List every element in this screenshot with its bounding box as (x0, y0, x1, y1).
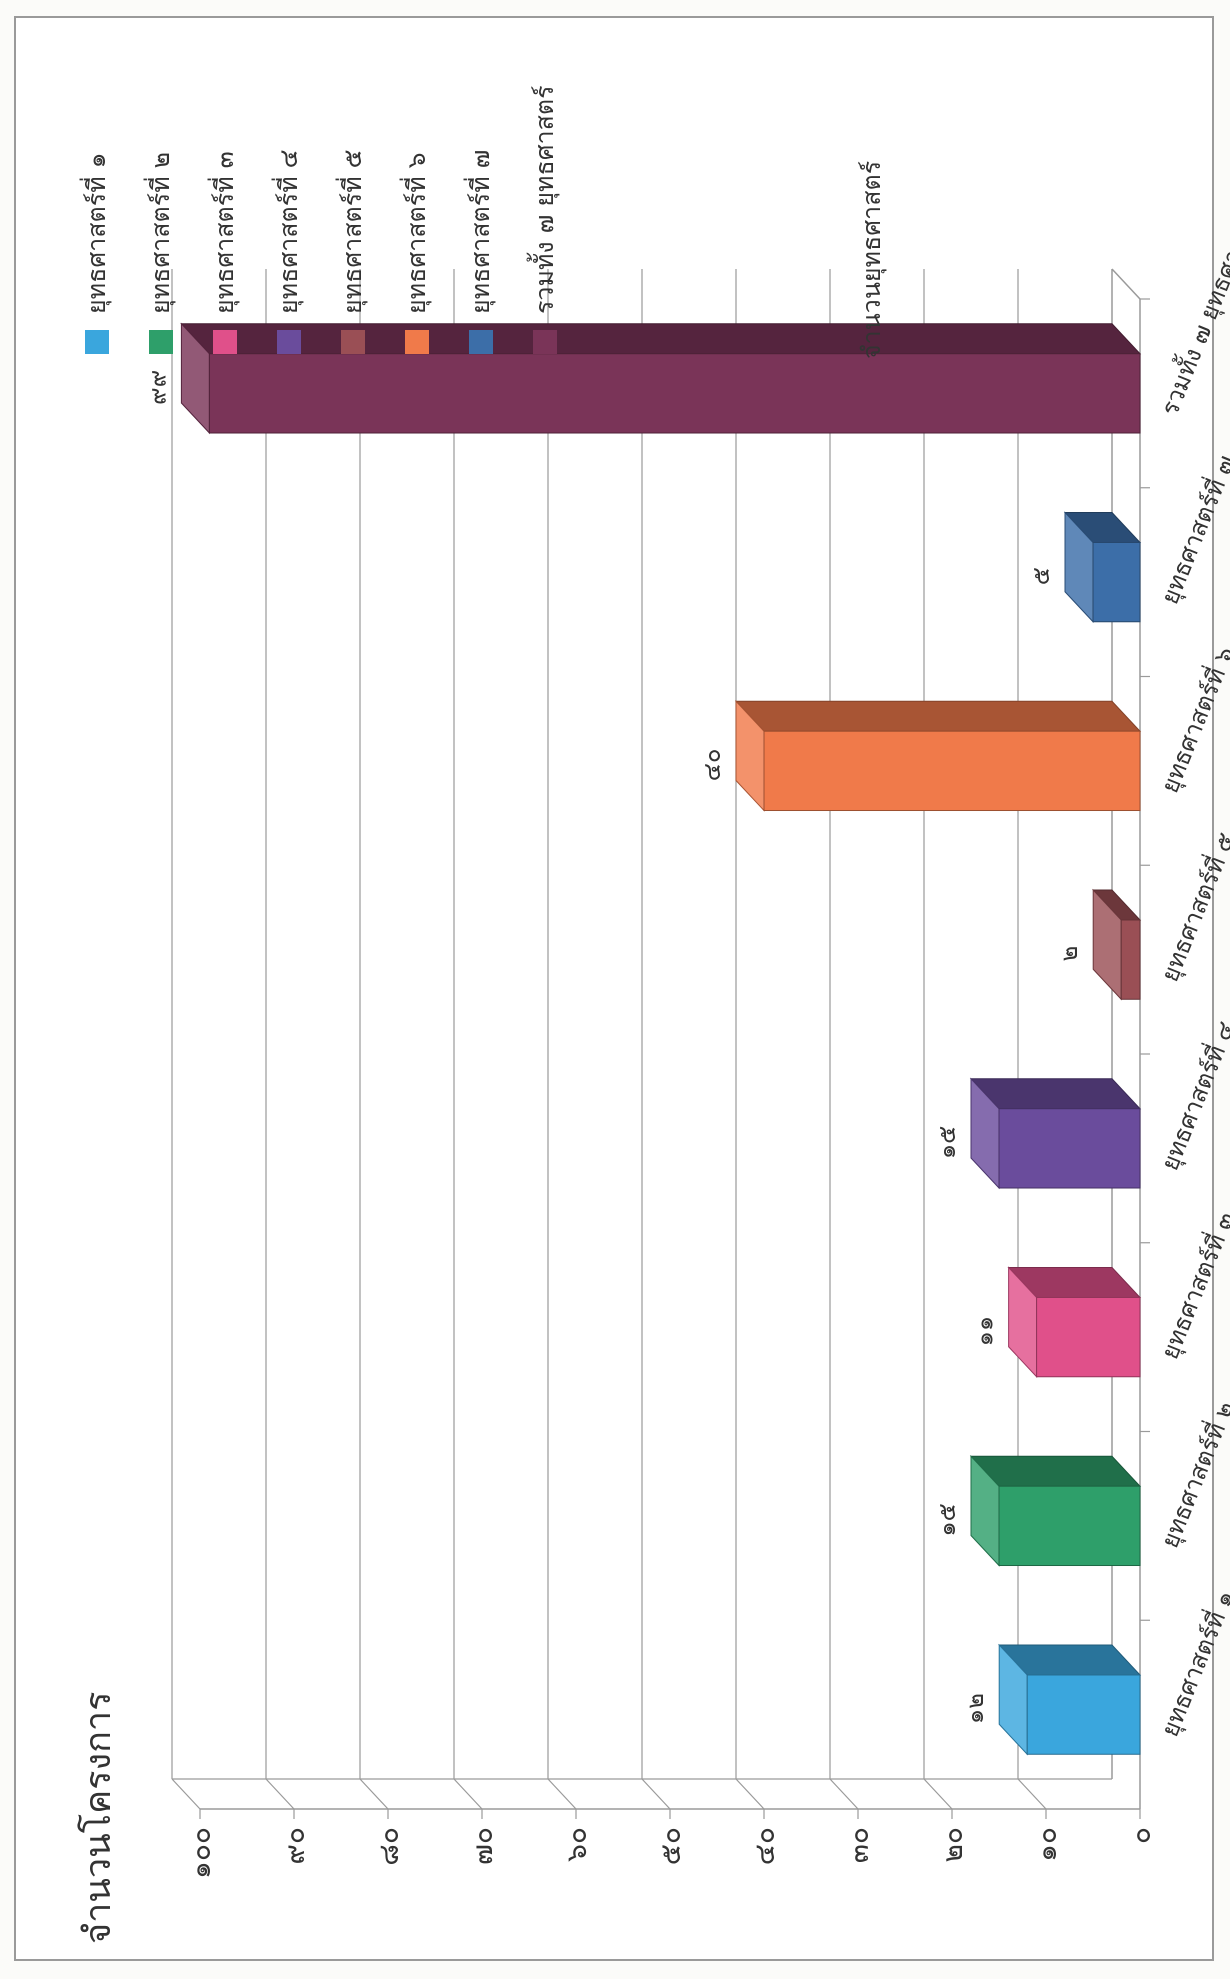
gridline-side (171, 1778, 201, 1810)
y-tick-label: ๗๐ (466, 1827, 499, 1865)
gridline-side (359, 1778, 389, 1810)
bar (1063, 511, 1142, 624)
y-tick-label: ๑๐ (1030, 1827, 1063, 1862)
bar (1092, 888, 1142, 1001)
bar (969, 1454, 1142, 1567)
bar-front (998, 1108, 1141, 1189)
gridline-side (829, 1778, 859, 1810)
legend-swatch (341, 330, 365, 354)
y-tick-label: ๙๐ (278, 1827, 311, 1865)
legend-label: ยุทธศาสตร์ที่ ๕ (335, 149, 368, 314)
category-label: ยุทธศาสตร์ที่ ๔ (1153, 1016, 1230, 1174)
y-tick-label: ๘๐ (372, 1827, 405, 1866)
bar-front (1026, 1674, 1141, 1755)
bar (734, 699, 1142, 812)
bar (1007, 1266, 1142, 1379)
data-label: ๙๙ (143, 370, 171, 405)
legend-swatch (213, 330, 237, 354)
category-label: ยุทธศาสตร์ที่ ๑ (1153, 1585, 1230, 1741)
gridline-side (1017, 1778, 1047, 1810)
category-label: ยุทธศาสตร์ที่ ๗ (1153, 450, 1230, 608)
y-tick-label: ๕๐ (654, 1827, 687, 1865)
data-label: ๒ (1055, 946, 1083, 962)
data-label: ๑๕ (933, 1126, 961, 1159)
data-label: ๑๒ (961, 1693, 989, 1724)
bar-front (998, 1485, 1141, 1567)
gridline-side (923, 1778, 953, 1810)
category-label: รวมทั้ง ๗ ยุทธศาสตร์ (1152, 204, 1230, 420)
bar (998, 1643, 1142, 1756)
legend-label: ยุทธศาสตร์ที่ ๑ (79, 152, 112, 314)
bar-front (208, 353, 1141, 434)
bar-side (734, 700, 1142, 732)
bar-front (1092, 541, 1141, 623)
gridline-side (735, 1778, 765, 1810)
legend-label: ยุทธศาสตร์ที่ ๒ (143, 152, 176, 314)
legend-swatch (405, 330, 429, 354)
bar-side (180, 323, 1142, 355)
legend-title: จำนวนยุทธศาสตร์ (857, 161, 887, 359)
data-label: ๕ (1027, 567, 1055, 585)
legend-swatch (85, 330, 109, 354)
data-label: ๔๐ (698, 748, 726, 781)
legend-swatch (533, 330, 557, 354)
category-label: ยุทธศาสตร์ที่ ๕ (1153, 828, 1230, 986)
y-tick-label: ๔๐ (748, 1827, 781, 1865)
y-tick-label: ๒๐ (936, 1827, 969, 1863)
gridline-side (453, 1778, 483, 1810)
gridlines (171, 268, 1150, 1819)
floor-right-edge (1111, 268, 1141, 300)
legend-label: ยุทธศาสตร์ที่ ๔ (271, 149, 304, 314)
y-tick-label: ๐ (1124, 1827, 1157, 1844)
category-label: ยุทธศาสตร์ที่ ๒ (1153, 1396, 1230, 1552)
legend-label: ยุทธศาสตร์ที่ ๗ (463, 150, 496, 314)
category-label: ยุทธศาสตร์ที่ ๖ (1153, 642, 1230, 798)
bar (180, 322, 1142, 435)
chart-title: จำนวนโครงการ (77, 1692, 119, 1944)
legend: ยุทธศาสตร์ที่ ๑ ยุทธศาสตร์ที่ ๒ ยุทธศาสตร์… (79, 85, 560, 354)
y-tick-label: ๖๐ (560, 1827, 593, 1862)
bar-front (1120, 919, 1141, 1000)
legend-label: ยุทธศาสตร์ที่ ๖ (399, 152, 432, 314)
gridline-side (265, 1778, 295, 1810)
legend-swatch (469, 330, 493, 354)
legend-swatch (277, 330, 301, 354)
legend-label: รวมทั้ง ๗ ยุทธศาสตร์ (526, 85, 560, 314)
bar-side (969, 1078, 1142, 1110)
y-tick-label: ๓๐ (842, 1827, 875, 1863)
data-label: ๑๕ (933, 1503, 961, 1536)
gridline-side (547, 1778, 577, 1810)
bar-front (1036, 1296, 1141, 1378)
y-tick-label: ๑๐๐ (184, 1827, 217, 1879)
bars (180, 322, 1142, 1756)
bar-side (969, 1455, 1142, 1487)
legend-swatch (149, 330, 173, 354)
gridline-side (641, 1778, 671, 1810)
data-label: ๑๑ (971, 1316, 999, 1346)
bar-front (763, 730, 1141, 812)
legend-label: ยุทธศาสตร์ที่ ๓ (207, 151, 240, 314)
category-label: ยุทธศาสตร์ที่ ๓ (1153, 1207, 1230, 1364)
bar (969, 1077, 1142, 1190)
